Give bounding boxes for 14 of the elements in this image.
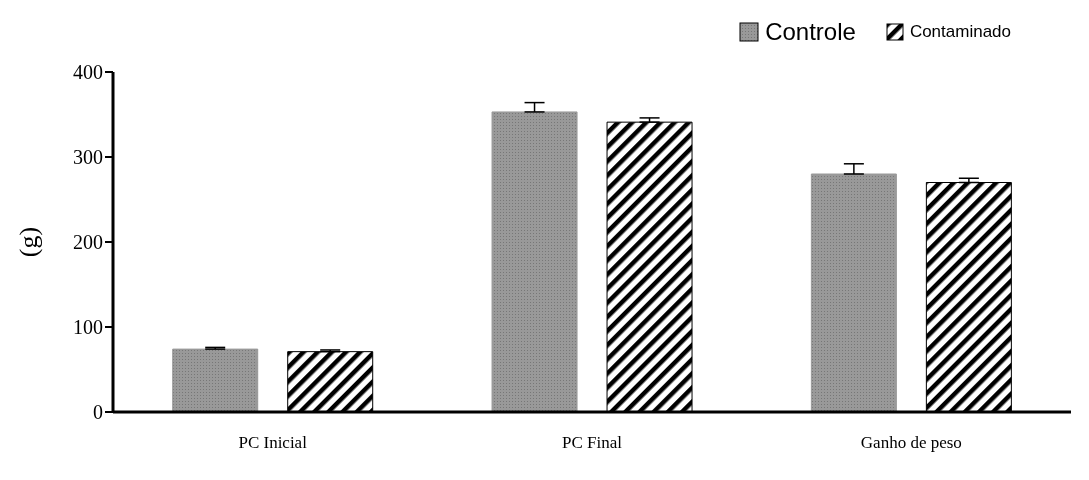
y-tick-label: 100 [73, 316, 103, 339]
legend-label: Contaminado [909, 22, 1011, 42]
legend-label: Controle [765, 18, 856, 46]
bar [810, 173, 897, 412]
x-tick-label: Ganho de peso [860, 433, 962, 453]
x-tick-label: PC Final [562, 433, 623, 453]
y-tick-label: 300 [73, 146, 103, 169]
bar [491, 111, 578, 412]
x-tick-label: PC Inicial [238, 433, 308, 453]
y-tick-label: 200 [73, 231, 103, 254]
y-tick-label: 0 [93, 401, 103, 424]
y-axis-title: (g) [14, 226, 44, 258]
y-tick-label: 400 [73, 61, 103, 84]
bar [172, 348, 259, 412]
